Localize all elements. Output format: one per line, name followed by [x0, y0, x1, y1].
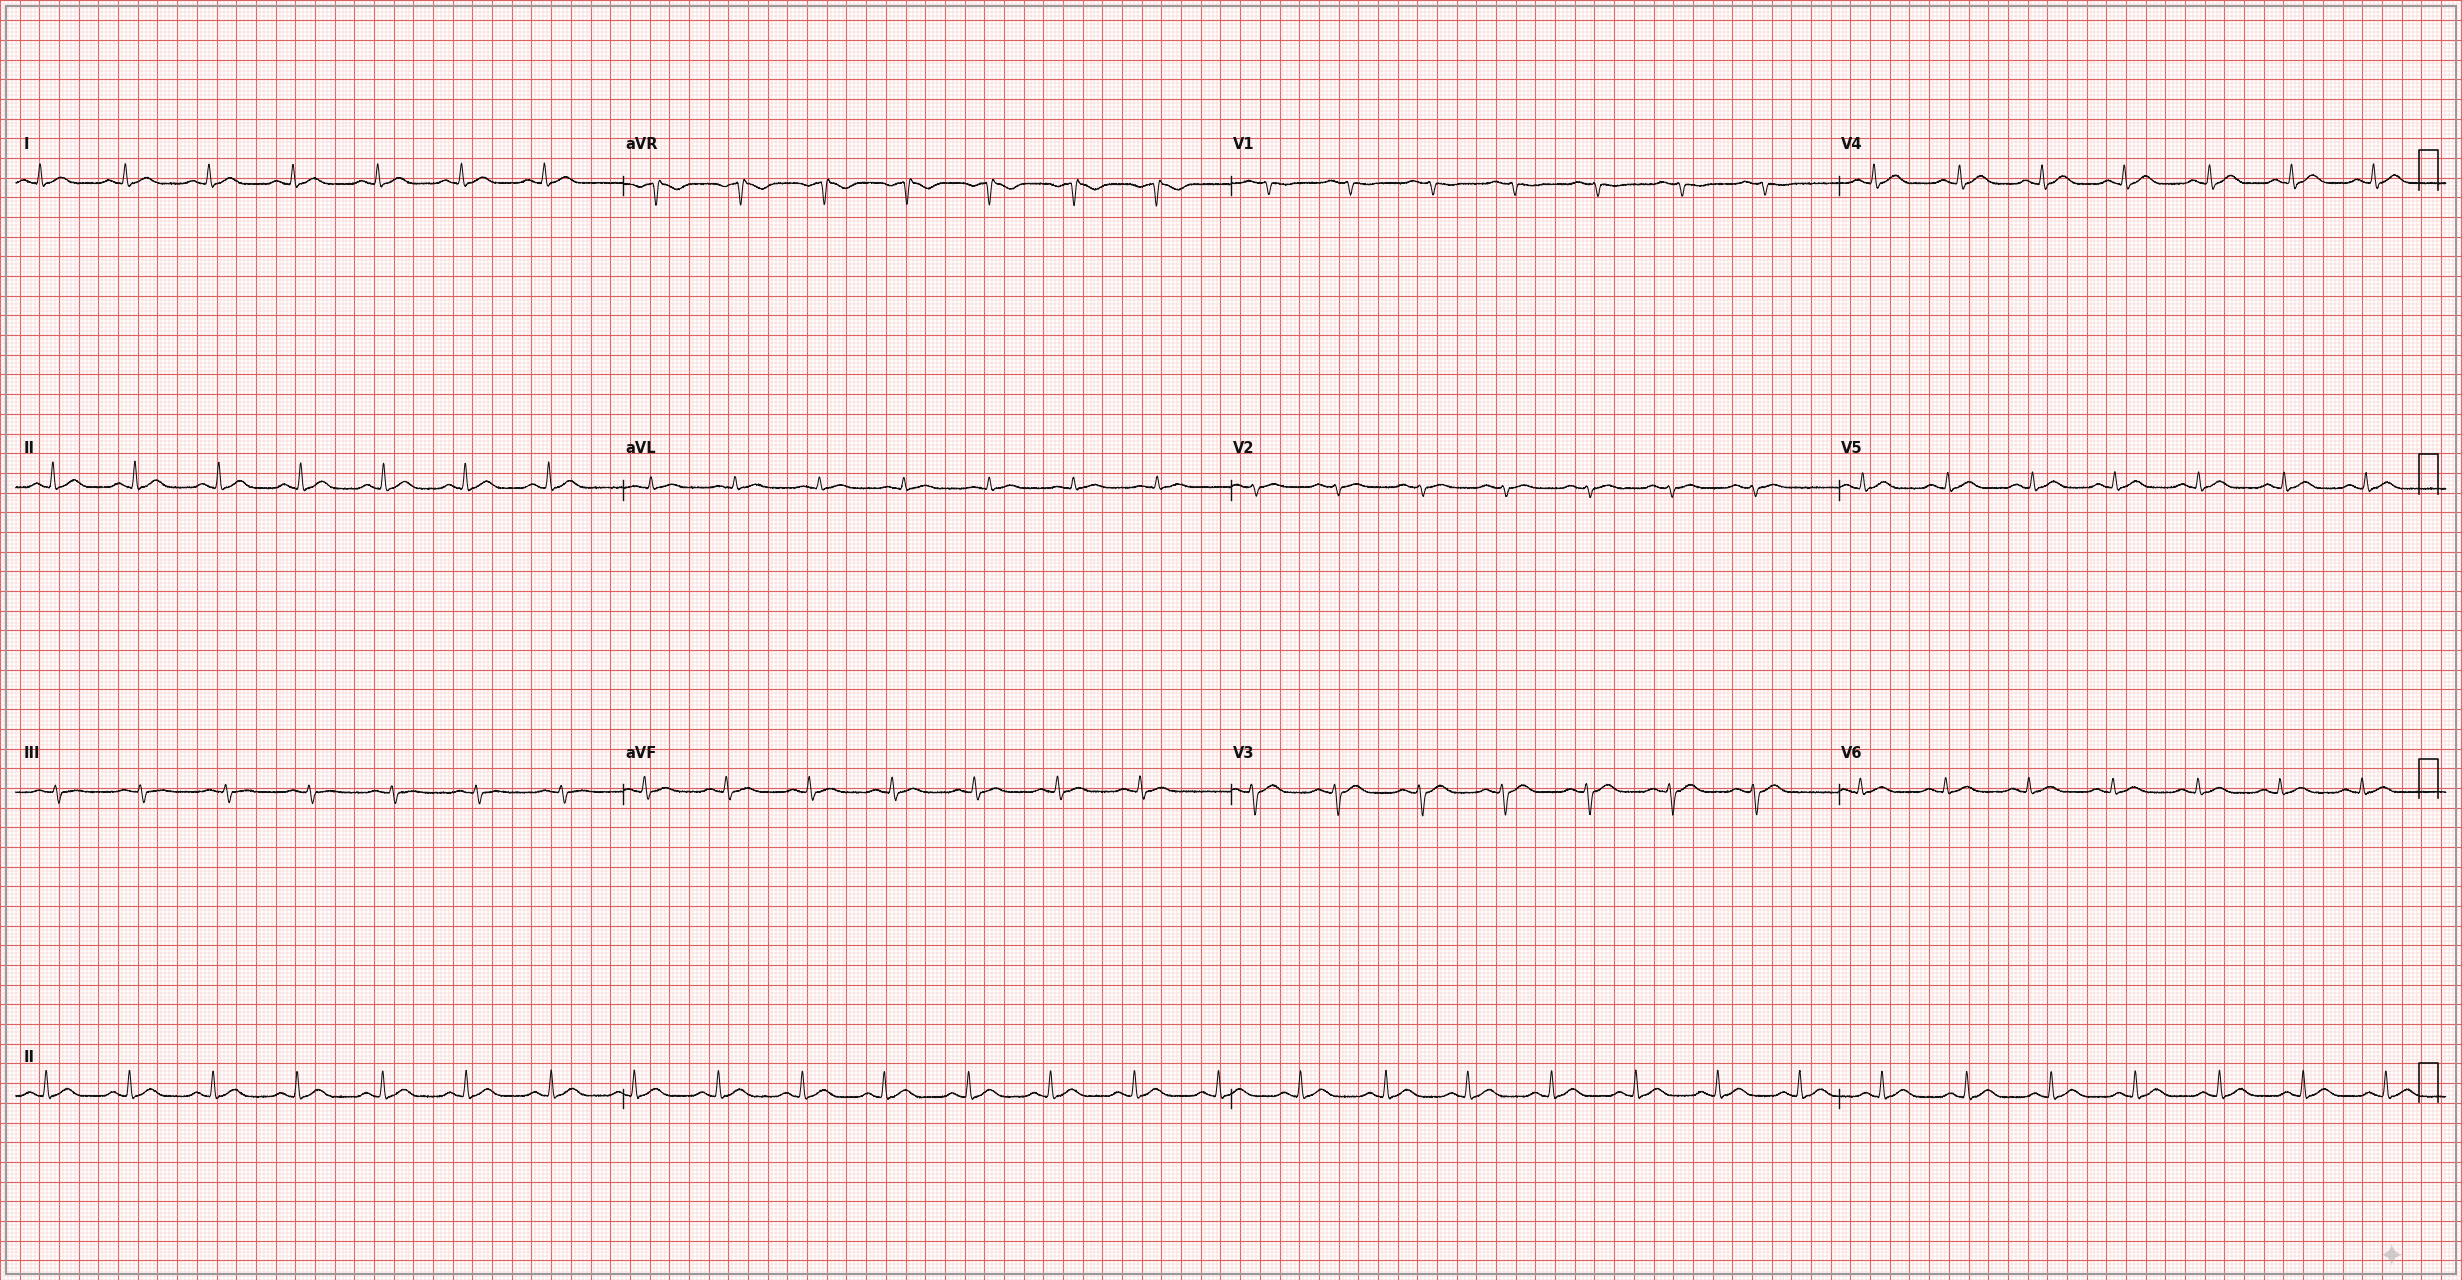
Text: II: II [25, 1050, 34, 1065]
Text: aVF: aVF [625, 746, 657, 760]
Text: V6: V6 [1842, 746, 1861, 760]
Text: I: I [25, 137, 30, 152]
Text: V4: V4 [1842, 137, 1861, 152]
Text: V3: V3 [1233, 746, 1256, 760]
Text: V1: V1 [1233, 137, 1256, 152]
Text: III: III [25, 746, 39, 760]
Text: V2: V2 [1233, 442, 1256, 457]
Text: V5: V5 [1842, 442, 1861, 457]
Text: II: II [25, 442, 34, 457]
Text: aVL: aVL [625, 442, 655, 457]
Text: aVR: aVR [625, 137, 657, 152]
Text: ✦: ✦ [2378, 1242, 2403, 1271]
